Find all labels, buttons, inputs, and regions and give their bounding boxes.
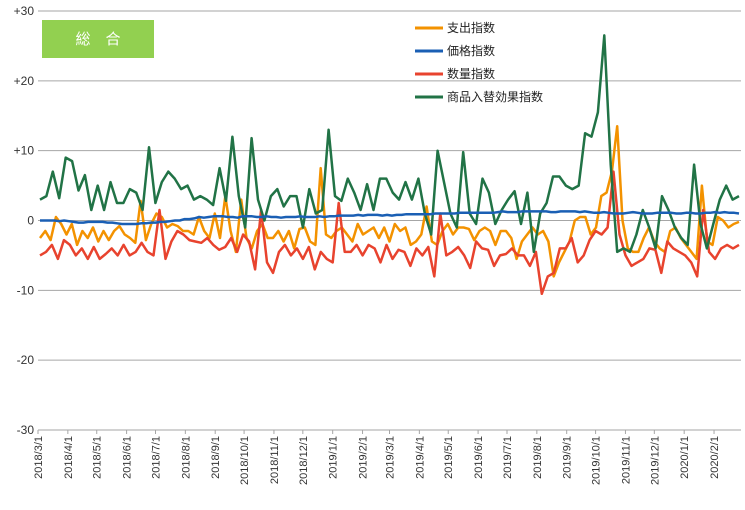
legend-label: 数量指数 <box>447 66 495 81</box>
series-line-3 <box>39 170 740 296</box>
x-tick-label: 2019/6/1 <box>473 436 485 479</box>
x-tick-label: 2018/9/1 <box>210 436 222 479</box>
x-tick-label: 2019/7/1 <box>502 436 514 479</box>
x-tick-label: 2018/6/1 <box>122 436 134 479</box>
legend-label: 商品入替効果指数 <box>447 89 543 104</box>
x-tick-label: 2018/10/1 <box>239 436 251 485</box>
x-tick-label: 2020/1/1 <box>679 436 691 479</box>
y-tick-label: -30 <box>17 423 35 437</box>
y-tick-label: +10 <box>14 144 35 158</box>
series-line-4 <box>39 34 740 254</box>
y-tick-label: +30 <box>14 4 35 18</box>
x-tick-label: 2018/7/1 <box>150 436 162 479</box>
x-tick-label: 2019/5/1 <box>443 436 455 479</box>
x-tick-label: 2019/12/1 <box>649 436 661 485</box>
x-tick-label: 2019/3/1 <box>385 436 397 479</box>
x-tick-label: 2018/11/1 <box>269 436 281 484</box>
x-tick-label: 2018/8/1 <box>180 436 192 479</box>
series-line-1 <box>39 124 740 278</box>
y-tick-label: 0 <box>27 214 34 228</box>
x-tick-label: 2019/9/1 <box>562 436 574 479</box>
x-tick-label: 2018/3/1 <box>33 436 45 479</box>
chart-title: 総 合 <box>75 30 120 48</box>
x-tick-label: 2019/2/1 <box>358 436 370 479</box>
y-tick-label: -20 <box>17 353 35 367</box>
x-tick-label: 2019/11/1 <box>620 436 632 484</box>
y-tick-label: +20 <box>14 74 35 88</box>
legend-label: 価格指数 <box>447 43 495 58</box>
x-tick-label: 2018/12/1 <box>298 436 310 485</box>
x-axis: 2018/3/1 2018/4/1 2018/5/1 2018/6/1 2018/7/1… <box>33 430 721 485</box>
title-box: 総 合 <box>42 20 154 58</box>
y-tick-label: -10 <box>17 283 35 297</box>
y-axis: +30 +20 +10 0 -10 -20 -30 <box>14 4 35 437</box>
x-tick-label: 2019/8/1 <box>532 436 544 479</box>
x-tick-label: 2019/10/1 <box>591 436 603 485</box>
series-line-2 <box>40 210 740 226</box>
x-tick-label: 2020/2/1 <box>709 436 721 479</box>
x-tick-label: 2019/4/1 <box>414 436 426 479</box>
x-tick-label: 2018/4/1 <box>63 436 75 479</box>
series-lines <box>39 34 740 296</box>
x-tick-label: 2018/5/1 <box>92 436 104 479</box>
x-tick-label: 2019/1/1 <box>328 436 340 479</box>
legend-label: 支出指数 <box>447 20 495 35</box>
title-box-background <box>42 20 154 58</box>
